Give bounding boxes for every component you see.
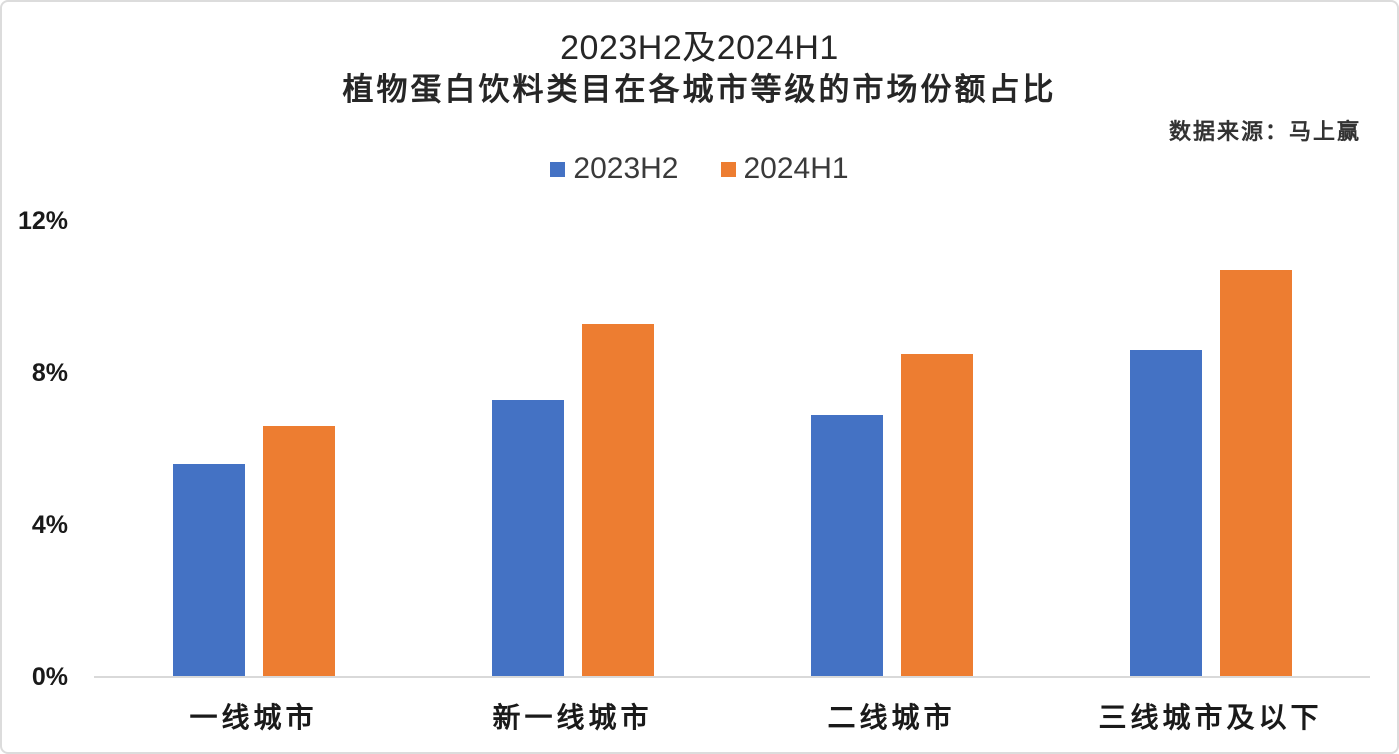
legend-item-2024h1: 2024H1 — [720, 152, 849, 186]
y-tick-label-4pct: 4% — [31, 511, 68, 539]
legend-swatch-2023h2-icon — [550, 161, 566, 177]
bar-2023h2-category-3 — [810, 414, 883, 677]
x-axis-label-category-4: 三线城市及以下 — [1098, 703, 1323, 734]
x-axis-label-category-2: 新一线城市 — [492, 703, 653, 734]
x-axis-label-category-3: 二线城市 — [827, 703, 956, 734]
y-tick-label-0pct: 0% — [31, 663, 68, 691]
bar-2024h1-category-4 — [1219, 270, 1292, 677]
bar-2023h2-category-1 — [172, 464, 245, 677]
legend-swatch-2024h1-icon — [720, 161, 736, 177]
legend-label-2023h2: 2023H2 — [573, 152, 679, 185]
bar-2024h1-category-3 — [900, 354, 973, 677]
y-tick-label-12pct: 12% — [17, 207, 68, 235]
bar-2024h1-category-1 — [262, 426, 335, 677]
legend-item-2023h2: 2023H2 — [550, 152, 679, 186]
legend-label-2024h1: 2024H1 — [743, 152, 849, 185]
bar-2023h2-category-2 — [491, 399, 564, 677]
legend: 2023H2 2024H1 — [2, 152, 1397, 186]
y-tick-label-8pct: 8% — [31, 359, 68, 387]
bar-2024h1-category-2 — [581, 323, 654, 677]
data-source-label: 数据来源：马上赢 — [1168, 119, 1361, 144]
chart-title-line2: 植物蛋白饮料类目在各城市等级的市场份额占比 — [342, 72, 1057, 107]
chart-title-line1: 2023H2及2024H1 — [560, 29, 839, 67]
bar-2023h2-category-4 — [1129, 350, 1202, 677]
x-axis-line — [94, 676, 1370, 678]
x-axis-label-category-1: 一线城市 — [189, 703, 318, 734]
